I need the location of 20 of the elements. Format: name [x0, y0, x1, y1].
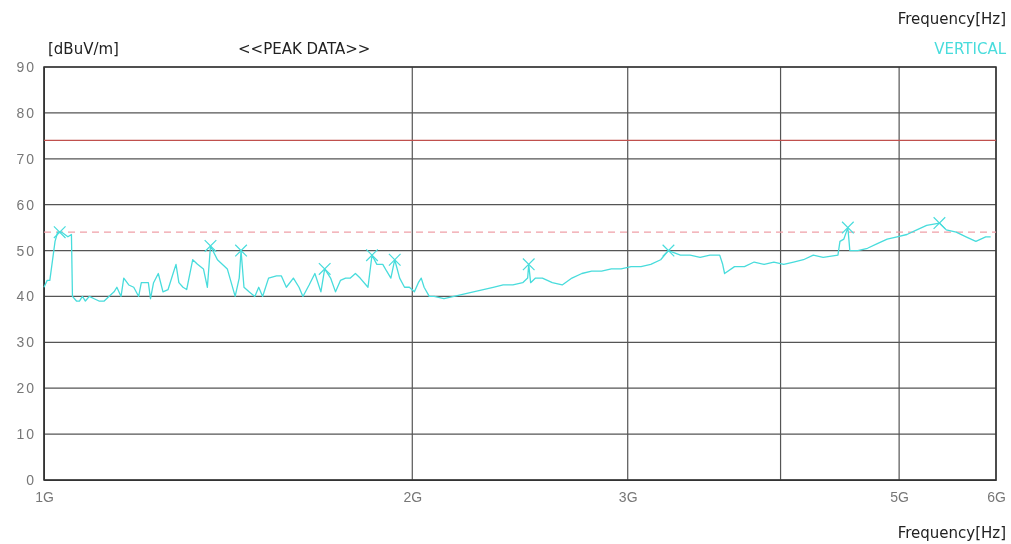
y-tick-label: 90: [16, 58, 36, 75]
y-tick-label: 20: [16, 380, 36, 397]
y-tick-label: 50: [16, 242, 36, 259]
text: Frequency[Hz]: [897, 10, 1006, 28]
x-tick-label: 6G: [987, 488, 1006, 505]
y-tick-label: 80: [16, 104, 36, 121]
y-tick-label: 0: [26, 471, 36, 488]
x-tick-label: 1G: [35, 488, 54, 505]
y-tick-label: 40: [16, 288, 36, 305]
y-tick-label: 60: [16, 196, 36, 213]
y-tick-label: 10: [16, 426, 36, 443]
x-tick-label: 3G: [618, 488, 638, 505]
x-tick-label: 2G: [403, 488, 423, 505]
x-tick-label: 5G: [890, 488, 909, 505]
x-axis-title: Frequency[Hz]: [897, 524, 1006, 542]
y-tick-label: 70: [16, 150, 36, 167]
y-tick-label: 30: [16, 334, 36, 351]
text: VERTICAL: [934, 40, 1007, 58]
chart-title: <<PEAK DATA>>: [238, 40, 371, 58]
y-axis-title: [dBuV/m]: [48, 40, 119, 58]
